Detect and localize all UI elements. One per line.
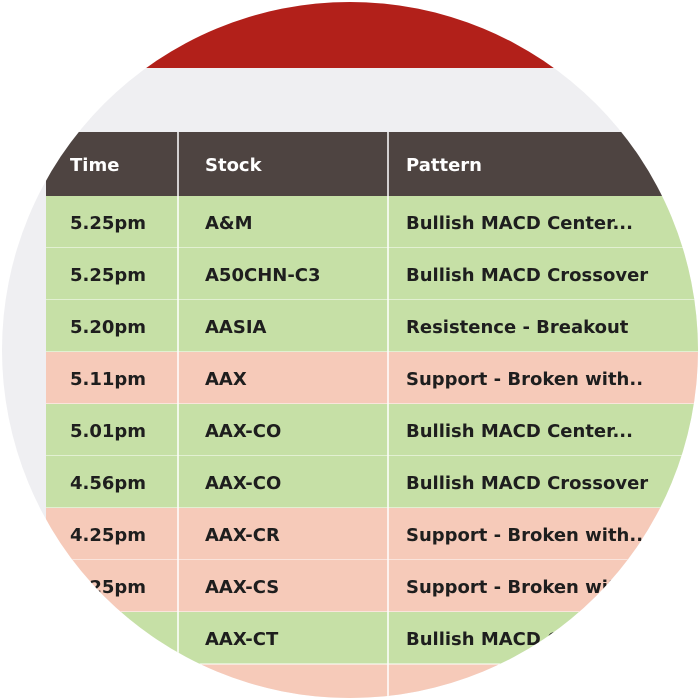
cell-text: 5.11pm [70,369,146,390]
cell-text: A50CHN-C3 [205,265,321,286]
cell-text: Resistence - Breakout [406,317,629,338]
cell-text: Bullish MACD Crossover [406,629,648,650]
cell-text: AAX-CR [205,525,280,546]
cell-text: Bullish MACD Crossover [406,473,648,494]
column-header: Stock [205,155,263,176]
table-row [46,664,698,698]
cell-text: 5.20pm [70,317,146,338]
cell-text: Support - Broken with.. [406,369,643,390]
cell-text: Bullish MACD Center... [406,213,633,234]
cell-text: 4.25pm [70,525,146,546]
cell-text: AAX-CT [205,629,279,650]
table-row [46,612,698,664]
cell-text: 5.25pm [70,265,146,286]
cell-text: AASIA [205,317,267,338]
cell-text: Bullish MACD Center... [406,421,633,442]
cell-text: AAX-CO [205,421,281,442]
table-row [46,456,698,508]
table-row [46,352,698,404]
cell-text: Bullish MACD Crossover [406,265,648,286]
table-row [46,196,698,248]
cell-text: 5.01pm [70,421,146,442]
cell-text: 5.25pm [70,213,146,234]
cell-text: A&M [205,213,253,234]
column-header: Pattern [406,155,482,176]
cell-text: 4.25pm [70,577,146,598]
cell-text: AAX-CO [205,473,281,494]
top-bar [2,2,698,68]
table-row [46,248,698,300]
table-header [46,132,698,196]
table-row [46,508,698,560]
cell-text: Support - Broken with.. [406,525,643,546]
column-header: Time [70,155,119,176]
cell-text: AAX [205,369,247,390]
cell-text: 4.56pm [70,473,146,494]
cell-text: AAX-CS [205,577,279,598]
table-row [46,300,698,352]
table-row [46,404,698,456]
cell-text: Support - Broken with.. [406,577,643,598]
